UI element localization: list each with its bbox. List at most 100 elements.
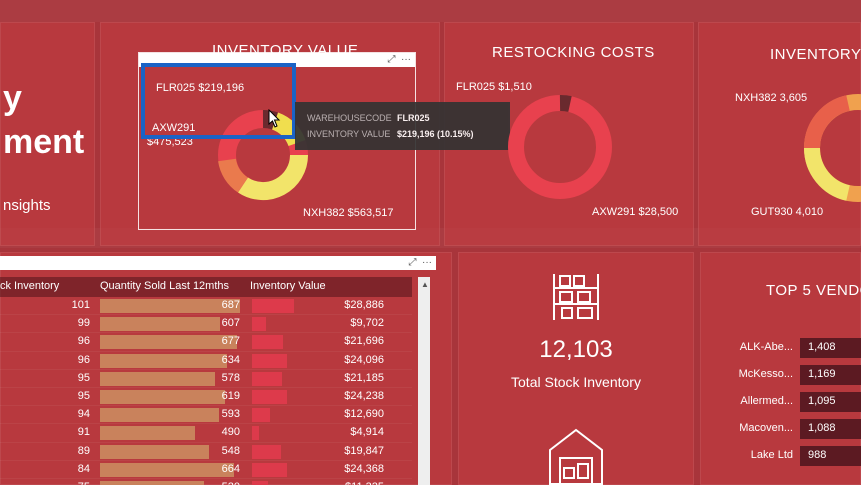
cell-qty: 677 [221, 335, 240, 348]
vendors-title: TOP 5 VENDO [766, 282, 861, 299]
table-row[interactable]: 96 634 $24,096 [0, 352, 412, 370]
value-bar [252, 371, 282, 386]
vendor-value: 1,169 [800, 365, 861, 385]
cell-value: $4,914 [350, 426, 384, 439]
donut1-label-axw291: AXW291 [152, 122, 196, 134]
table-row[interactable]: 75 520 $11,325 [0, 479, 412, 485]
cell-qty: 607 [221, 317, 240, 330]
table-row[interactable]: 89 548 $19,847 [0, 443, 412, 461]
vendor-value: 1,088 [800, 419, 861, 439]
donut3-segment-nxh382[interactable] [803, 95, 851, 149]
col-header-stock[interactable]: ck Inventory [0, 280, 60, 292]
donut-segment-other[interactable] [218, 158, 249, 193]
cell-qty: 578 [221, 371, 240, 384]
cell-stock: 91 [77, 426, 90, 439]
table-row[interactable]: 99 607 $9,702 [0, 315, 412, 334]
tooltip-val-warehouse: FLR025 [397, 113, 430, 123]
vendor-row[interactable]: Macoven... 1,088 [700, 419, 861, 439]
table-row[interactable]: 101 687 $28,886 [0, 297, 412, 316]
cell-stock: 84 [77, 462, 90, 475]
cell-value: $9,702 [350, 317, 384, 330]
vendor-row[interactable]: Lake Ltd 988 [700, 446, 861, 466]
col-header-value[interactable]: Inventory Value [250, 280, 326, 292]
donut-segment-nxh382[interactable] [238, 154, 308, 201]
donut3-segment-gut930[interactable] [803, 147, 851, 201]
table-row[interactable]: 95 619 $24,238 [0, 388, 412, 407]
cell-value: $24,238 [344, 389, 384, 402]
cell-stock: 95 [77, 389, 90, 402]
inventory-stock-panel [698, 22, 861, 246]
vendor-row[interactable]: Allermed... 1,095 [700, 392, 861, 412]
restocking-panel [444, 22, 694, 246]
warehouse-icon [549, 428, 603, 485]
cell-value: $28,886 [344, 299, 384, 311]
cell-qty: 664 [221, 462, 240, 475]
cell-stock: 96 [77, 353, 90, 366]
cell-qty: 593 [221, 408, 240, 421]
value-bar [252, 408, 270, 423]
mouse-cursor-icon [268, 109, 281, 128]
table-row[interactable]: 91 490 $4,914 [0, 424, 412, 443]
table-row[interactable]: 95 578 $21,185 [0, 370, 412, 388]
restocking-costs-title: RESTOCKING COSTS [492, 44, 655, 61]
qty-bar [100, 371, 215, 386]
vendor-value: 988 [800, 446, 861, 466]
cell-value: $21,696 [344, 335, 384, 348]
qty-bar [100, 480, 204, 485]
cell-value: $24,368 [344, 462, 384, 475]
qty-bar [100, 317, 220, 332]
report-subtitle: nsights [3, 197, 51, 214]
value-bar [252, 353, 287, 368]
vendor-row[interactable]: McKesso... 1,169 [700, 365, 861, 385]
kpi-panel [458, 252, 694, 485]
inventory-stock-donut[interactable] [798, 88, 861, 212]
vendor-value: 1,408 [800, 338, 861, 358]
cell-value: $11,325 [250, 481, 384, 485]
donut2-segment-axw291[interactable] [508, 95, 612, 199]
qty-bar [100, 389, 225, 404]
value-bar [252, 462, 287, 477]
cell-value: $12,690 [344, 408, 384, 421]
value-bar [252, 335, 283, 350]
visual-menu-icons[interactable]: ⤢ ··· [387, 54, 411, 65]
col-header-qty[interactable]: Quantity Sold Last 12mths [100, 280, 230, 292]
donut1-label-nxh382: NXH382 $563,517 [303, 207, 394, 219]
cell-value: $19,847 [344, 444, 384, 457]
cell-value: $21,185 [344, 371, 384, 384]
cell-qty: 520 [100, 481, 240, 485]
kpi-label: Total Stock Inventory [511, 374, 641, 390]
table-visual-header: ⤢ ··· [0, 256, 436, 270]
selection-highlight [141, 63, 296, 139]
restocking-costs-donut[interactable] [505, 92, 615, 202]
qty-bar [100, 353, 227, 368]
value-bar [252, 444, 281, 459]
donut3-label-nxh382: NXH382 3,605 [735, 92, 808, 104]
cell-stock: 96 [77, 335, 90, 348]
cell-stock: 99 [77, 317, 90, 330]
vendor-row[interactable]: ALK-Abe... 1,408 [700, 338, 861, 358]
report-title-line2: ment [3, 123, 85, 161]
cell-qty: 619 [221, 389, 240, 402]
cell-qty: 687 [221, 299, 240, 311]
vendor-name: Allermed... [740, 395, 793, 407]
table-scrollbar[interactable]: ▲ [418, 277, 430, 485]
cell-value: $24,096 [344, 353, 384, 366]
donut1-label-flr025: FLR025 $219,196 [156, 82, 245, 94]
table-menu-icons[interactable]: ⤢ ··· [408, 257, 432, 268]
table-row[interactable]: 96 677 $21,696 [0, 333, 412, 352]
table-row[interactable]: 84 664 $24,368 [0, 461, 412, 479]
table-row[interactable]: 94 593 $12,690 [0, 406, 412, 425]
scroll-up-icon[interactable]: ▲ [421, 280, 429, 289]
value-bar [252, 480, 268, 485]
inventory-table[interactable]: ck Inventory Quantity Sold Last 12mths I… [0, 277, 412, 485]
donut2-segment-flr025[interactable] [559, 95, 572, 112]
cell-stock: 94 [77, 408, 90, 421]
cell-qty: 548 [221, 444, 240, 457]
shelves-icon [553, 274, 599, 320]
cell-stock: 89 [77, 444, 90, 457]
inventory-stock-title: INVENTORY ST [770, 46, 861, 63]
qty-bar [100, 408, 219, 423]
vendor-name: Lake Ltd [750, 449, 793, 461]
cell-qty: 634 [221, 353, 240, 366]
tooltip-key-value: INVENTORY VALUE [307, 129, 391, 139]
